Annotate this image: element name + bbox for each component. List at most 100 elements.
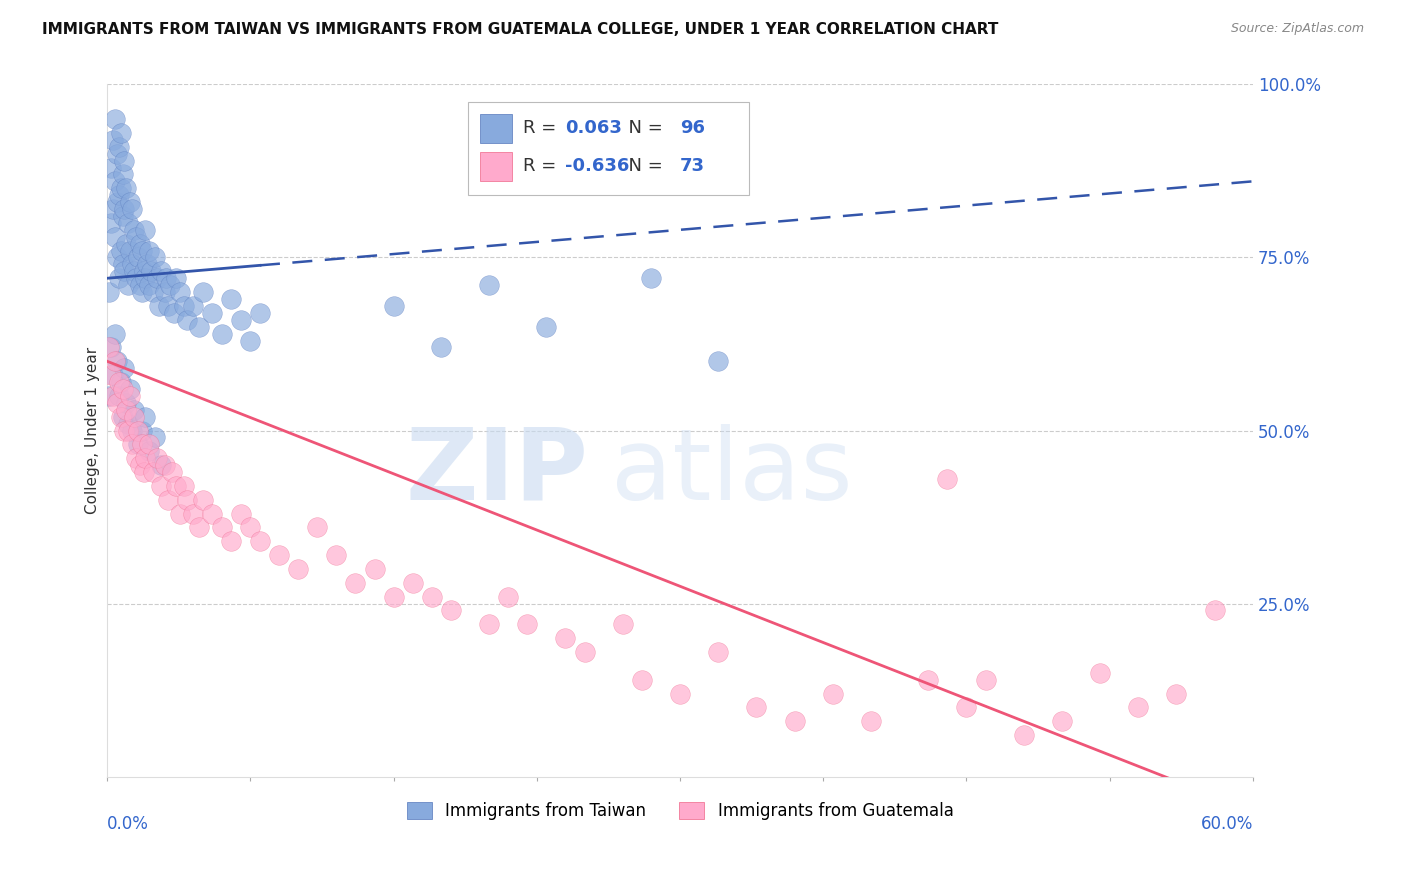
Point xyxy=(122,223,145,237)
Point xyxy=(783,714,806,729)
Point xyxy=(115,396,138,410)
Point xyxy=(134,409,156,424)
Point xyxy=(125,451,148,466)
Point xyxy=(169,507,191,521)
Point xyxy=(187,319,209,334)
Point xyxy=(138,278,160,293)
Y-axis label: College, Under 1 year: College, Under 1 year xyxy=(86,347,100,514)
Point xyxy=(1204,603,1226,617)
Point xyxy=(120,195,142,210)
Point xyxy=(107,188,129,202)
Point xyxy=(117,417,139,431)
Point xyxy=(146,451,169,466)
FancyBboxPatch shape xyxy=(468,102,749,195)
Point xyxy=(574,645,596,659)
Point xyxy=(136,257,159,271)
Point xyxy=(110,181,132,195)
Point xyxy=(191,492,214,507)
Point xyxy=(107,389,129,403)
Point xyxy=(148,299,170,313)
Point xyxy=(134,223,156,237)
Point xyxy=(127,251,149,265)
Point xyxy=(191,285,214,299)
Point xyxy=(239,520,262,534)
Point xyxy=(165,271,187,285)
Point xyxy=(125,271,148,285)
Point xyxy=(936,472,959,486)
Point xyxy=(138,244,160,258)
Point xyxy=(496,590,519,604)
Text: 0.063: 0.063 xyxy=(565,119,623,137)
Point xyxy=(107,375,129,389)
Point xyxy=(163,306,186,320)
Point xyxy=(100,341,122,355)
Point xyxy=(128,458,150,472)
Point xyxy=(478,278,501,293)
Point xyxy=(612,617,634,632)
Point xyxy=(1050,714,1073,729)
Point xyxy=(104,326,127,341)
Point xyxy=(821,687,844,701)
Point xyxy=(105,396,128,410)
Point xyxy=(149,479,172,493)
Point xyxy=(110,409,132,424)
Point xyxy=(176,492,198,507)
Point xyxy=(229,507,252,521)
Point xyxy=(344,575,367,590)
Point xyxy=(101,389,124,403)
Point xyxy=(112,202,135,216)
Point xyxy=(131,244,153,258)
Point xyxy=(134,451,156,466)
Point xyxy=(149,458,172,472)
Point xyxy=(104,354,127,368)
Point xyxy=(181,507,204,521)
Point xyxy=(121,202,143,216)
Point xyxy=(111,257,134,271)
Point xyxy=(107,140,129,154)
Point xyxy=(669,687,692,701)
Point xyxy=(420,590,443,604)
Point xyxy=(121,437,143,451)
Text: ZIP: ZIP xyxy=(405,424,588,521)
Point xyxy=(101,133,124,147)
Point xyxy=(105,251,128,265)
Point xyxy=(478,617,501,632)
Point xyxy=(307,520,329,534)
Point xyxy=(211,326,233,341)
Point xyxy=(142,465,165,479)
Text: -0.636: -0.636 xyxy=(565,157,630,175)
Point xyxy=(267,548,290,562)
Point xyxy=(153,458,176,472)
Point xyxy=(211,520,233,534)
Point xyxy=(707,645,730,659)
Point xyxy=(127,437,149,451)
FancyBboxPatch shape xyxy=(479,113,512,143)
Point xyxy=(1128,700,1150,714)
Point xyxy=(440,603,463,617)
Point xyxy=(117,424,139,438)
Point xyxy=(249,306,271,320)
Point xyxy=(111,409,134,424)
Point xyxy=(859,714,882,729)
Point xyxy=(707,354,730,368)
Point xyxy=(105,354,128,368)
Point xyxy=(131,437,153,451)
Point xyxy=(98,389,121,403)
Point xyxy=(143,251,166,265)
Point xyxy=(187,520,209,534)
Point xyxy=(105,195,128,210)
Point xyxy=(159,278,181,293)
Point xyxy=(100,161,122,175)
Point xyxy=(128,236,150,251)
Point xyxy=(181,299,204,313)
Legend: Immigrants from Taiwan, Immigrants from Guatemala: Immigrants from Taiwan, Immigrants from … xyxy=(406,802,953,821)
Point xyxy=(98,341,121,355)
Point xyxy=(111,382,134,396)
Point xyxy=(112,153,135,168)
FancyBboxPatch shape xyxy=(479,152,512,181)
Point xyxy=(115,402,138,417)
Point xyxy=(117,278,139,293)
Text: R =: R = xyxy=(523,157,562,175)
Point xyxy=(149,264,172,278)
Point xyxy=(382,590,405,604)
